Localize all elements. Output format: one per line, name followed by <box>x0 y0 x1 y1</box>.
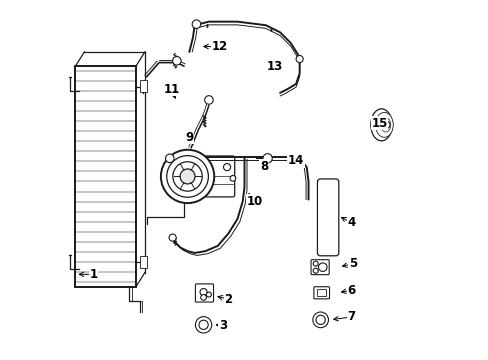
Text: 9: 9 <box>185 131 193 144</box>
Bar <box>75 66 136 287</box>
Circle shape <box>195 317 211 333</box>
Circle shape <box>312 312 328 328</box>
Bar <box>140 80 146 92</box>
Text: 3: 3 <box>219 319 227 332</box>
Text: 13: 13 <box>266 60 282 73</box>
Circle shape <box>199 320 208 329</box>
Circle shape <box>230 175 235 181</box>
Circle shape <box>173 162 202 191</box>
Text: 5: 5 <box>348 257 356 270</box>
Circle shape <box>263 154 272 163</box>
Text: 12: 12 <box>211 40 227 53</box>
Circle shape <box>172 57 181 65</box>
Circle shape <box>318 263 326 271</box>
Text: 6: 6 <box>346 284 355 297</box>
Circle shape <box>382 121 389 129</box>
Ellipse shape <box>375 112 392 137</box>
Circle shape <box>296 55 303 63</box>
Ellipse shape <box>370 109 391 141</box>
Circle shape <box>166 156 208 197</box>
Text: 8: 8 <box>260 160 267 173</box>
FancyBboxPatch shape <box>317 179 338 256</box>
Circle shape <box>312 261 318 266</box>
Bar <box>140 256 146 268</box>
Circle shape <box>192 20 200 28</box>
Circle shape <box>206 292 211 297</box>
FancyBboxPatch shape <box>202 156 234 197</box>
Circle shape <box>180 169 195 184</box>
Circle shape <box>223 163 230 171</box>
Circle shape <box>200 288 207 296</box>
Text: 10: 10 <box>246 195 263 208</box>
Circle shape <box>165 154 174 163</box>
Text: 2: 2 <box>224 293 232 306</box>
Text: 14: 14 <box>287 154 304 167</box>
Circle shape <box>161 150 214 203</box>
FancyBboxPatch shape <box>310 260 328 275</box>
Text: 15: 15 <box>371 117 387 130</box>
Ellipse shape <box>380 118 390 132</box>
Circle shape <box>312 268 318 273</box>
Circle shape <box>169 234 176 241</box>
FancyBboxPatch shape <box>313 287 329 299</box>
FancyBboxPatch shape <box>195 284 213 302</box>
Circle shape <box>200 294 206 300</box>
FancyBboxPatch shape <box>317 289 325 296</box>
Text: 11: 11 <box>163 83 179 96</box>
Text: 7: 7 <box>346 310 355 324</box>
Text: 4: 4 <box>346 216 355 229</box>
Text: 1: 1 <box>89 268 97 281</box>
Circle shape <box>315 315 325 324</box>
Circle shape <box>204 96 213 104</box>
